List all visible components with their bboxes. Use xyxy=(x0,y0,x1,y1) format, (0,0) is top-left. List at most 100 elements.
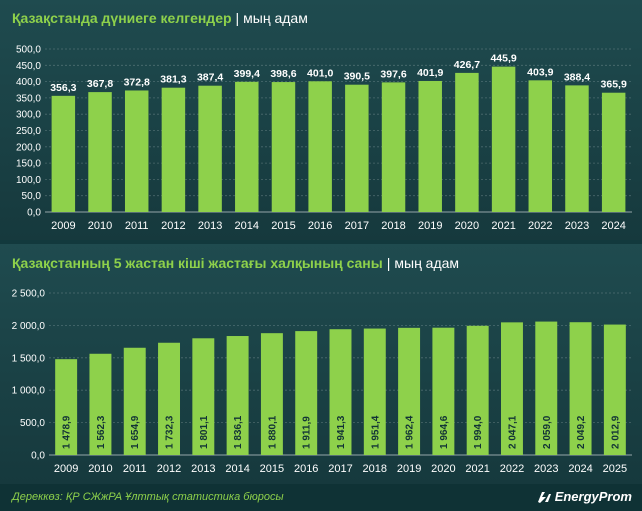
children-bar xyxy=(226,336,249,455)
children-bar xyxy=(329,329,352,455)
births-data-label: 403,9 xyxy=(527,66,553,78)
births-data-label: 388,4 xyxy=(564,71,590,83)
children-bar xyxy=(569,322,592,455)
births-xtick-label: 2009 xyxy=(51,220,75,232)
births-xtick-label: 2017 xyxy=(345,220,369,232)
children-data-label: 2 047,1 xyxy=(507,415,518,449)
energyprom-logo-icon xyxy=(537,491,551,503)
children-bar xyxy=(398,327,421,455)
children-xtick-label: 2022 xyxy=(500,463,524,475)
children-bar xyxy=(295,331,318,455)
children-bar xyxy=(55,359,78,455)
children-xtick-label: 2017 xyxy=(328,463,352,475)
births-bar xyxy=(418,80,442,213)
children-data-label: 1 654,9 xyxy=(130,415,141,449)
births-data-label: 365,9 xyxy=(601,79,627,91)
children-title-main: Қазақстанның 5 жастан кіші жастағы халқы… xyxy=(12,255,383,271)
births-title-unit: мың адам xyxy=(243,10,308,26)
births-xtick-label: 2023 xyxy=(565,220,589,232)
births-ytick-label: 150,0 xyxy=(16,159,41,170)
births-data-label: 401,0 xyxy=(307,67,333,79)
children-bar xyxy=(500,322,523,455)
footer: Дереккөз: ҚР СЖжРА Ұлттық статистика бюр… xyxy=(0,484,642,511)
children-bar xyxy=(123,347,146,455)
births-xtick-label: 2016 xyxy=(308,220,332,232)
births-bar xyxy=(601,92,626,212)
children-xtick-label: 2015 xyxy=(260,463,284,475)
births-xtick-label: 2022 xyxy=(528,220,552,232)
births-title-separator: | xyxy=(235,10,240,26)
children-bar xyxy=(158,342,181,455)
children-xtick-label: 2009 xyxy=(54,463,78,475)
children-bar xyxy=(535,321,558,455)
children-xtick-label: 2020 xyxy=(431,463,455,475)
children-bar xyxy=(89,353,112,455)
children-ytick-label: 1 500,0 xyxy=(12,353,46,364)
births-xtick-label: 2024 xyxy=(601,220,625,232)
children-ytick-label: 500,0 xyxy=(20,418,45,429)
births-ytick-label: 500,0 xyxy=(16,45,41,56)
births-bar xyxy=(491,66,516,212)
births-data-label: 381,3 xyxy=(160,74,186,86)
children-chart-panel: Қазақстанның 5 жастан кіші жастағы халқы… xyxy=(0,244,642,484)
children-ytick-label: 2 000,0 xyxy=(12,321,46,332)
births-xtick-label: 2021 xyxy=(491,220,515,232)
children-data-label: 1 994,0 xyxy=(473,415,484,449)
births-xtick-label: 2015 xyxy=(271,220,295,232)
children-bar xyxy=(260,333,283,455)
children-data-label: 1 801,1 xyxy=(199,415,210,449)
children-data-label: 1 880,1 xyxy=(267,415,278,449)
children-xtick-label: 2010 xyxy=(88,463,112,475)
births-ytick-label: 0,0 xyxy=(27,208,41,219)
children-xtick-label: 2018 xyxy=(363,463,387,475)
births-data-label: 397,6 xyxy=(380,68,406,80)
births-xtick-label: 2020 xyxy=(455,220,479,232)
births-bar xyxy=(124,90,149,212)
children-data-label: 1 911,9 xyxy=(302,416,313,449)
children-ytick-label: 0,0 xyxy=(31,451,45,462)
births-data-label: 387,4 xyxy=(197,72,223,84)
births-data-label: 356,3 xyxy=(50,82,76,94)
children-data-label: 1 562,3 xyxy=(96,415,107,449)
children-data-label: 1 941,3 xyxy=(336,415,347,449)
births-chart-title: Қазақстанда дүниеге келгендер | мың адам xyxy=(12,10,308,26)
children-data-label: 1 836,1 xyxy=(233,415,244,449)
births-bar xyxy=(198,85,222,212)
children-data-label: 1 732,3 xyxy=(165,415,176,449)
children-bar xyxy=(603,324,626,455)
births-data-label: 426,7 xyxy=(454,59,480,71)
children-ytick-label: 1 000,0 xyxy=(12,386,46,397)
births-ytick-label: 350,0 xyxy=(16,93,41,104)
children-data-label: 2 012,9 xyxy=(610,415,621,449)
children-chart-title: Қазақстанның 5 жастан кіші жастағы халқы… xyxy=(12,255,459,271)
children-xtick-label: 2021 xyxy=(465,463,489,475)
births-bar xyxy=(235,81,259,213)
children-data-label: 1 962,4 xyxy=(405,415,416,449)
children-xtick-label: 2014 xyxy=(225,463,249,475)
children-bar xyxy=(363,328,386,455)
births-ytick-label: 250,0 xyxy=(16,126,41,137)
births-ytick-label: 200,0 xyxy=(16,142,41,153)
children-bar xyxy=(192,338,215,455)
children-xtick-label: 2016 xyxy=(294,463,318,475)
children-data-label: 1 964,6 xyxy=(439,415,450,449)
births-xtick-label: 2013 xyxy=(198,220,222,232)
births-data-label: 367,8 xyxy=(87,78,113,90)
births-xtick-label: 2011 xyxy=(125,220,149,232)
births-bar xyxy=(51,95,76,212)
children-data-label: 2 049,2 xyxy=(576,415,587,449)
births-ytick-label: 400,0 xyxy=(16,77,41,88)
births-bar xyxy=(308,81,332,212)
births-bar xyxy=(528,80,553,212)
births-data-label: 398,6 xyxy=(270,68,296,80)
births-data-label: 445,9 xyxy=(490,53,516,65)
births-data-label: 372,8 xyxy=(124,76,150,88)
births-xtick-label: 2019 xyxy=(418,220,442,232)
births-bar xyxy=(345,84,369,212)
births-ytick-label: 300,0 xyxy=(16,110,41,121)
children-data-label: 1 478,9 xyxy=(62,415,73,449)
children-xtick-label: 2023 xyxy=(534,463,558,475)
children-data-label: 1 951,4 xyxy=(370,415,381,449)
births-chart-panel: Қазақстанда дүниеге келгендер | мың адам 0… xyxy=(0,0,642,240)
births-ytick-label: 100,0 xyxy=(16,175,41,186)
